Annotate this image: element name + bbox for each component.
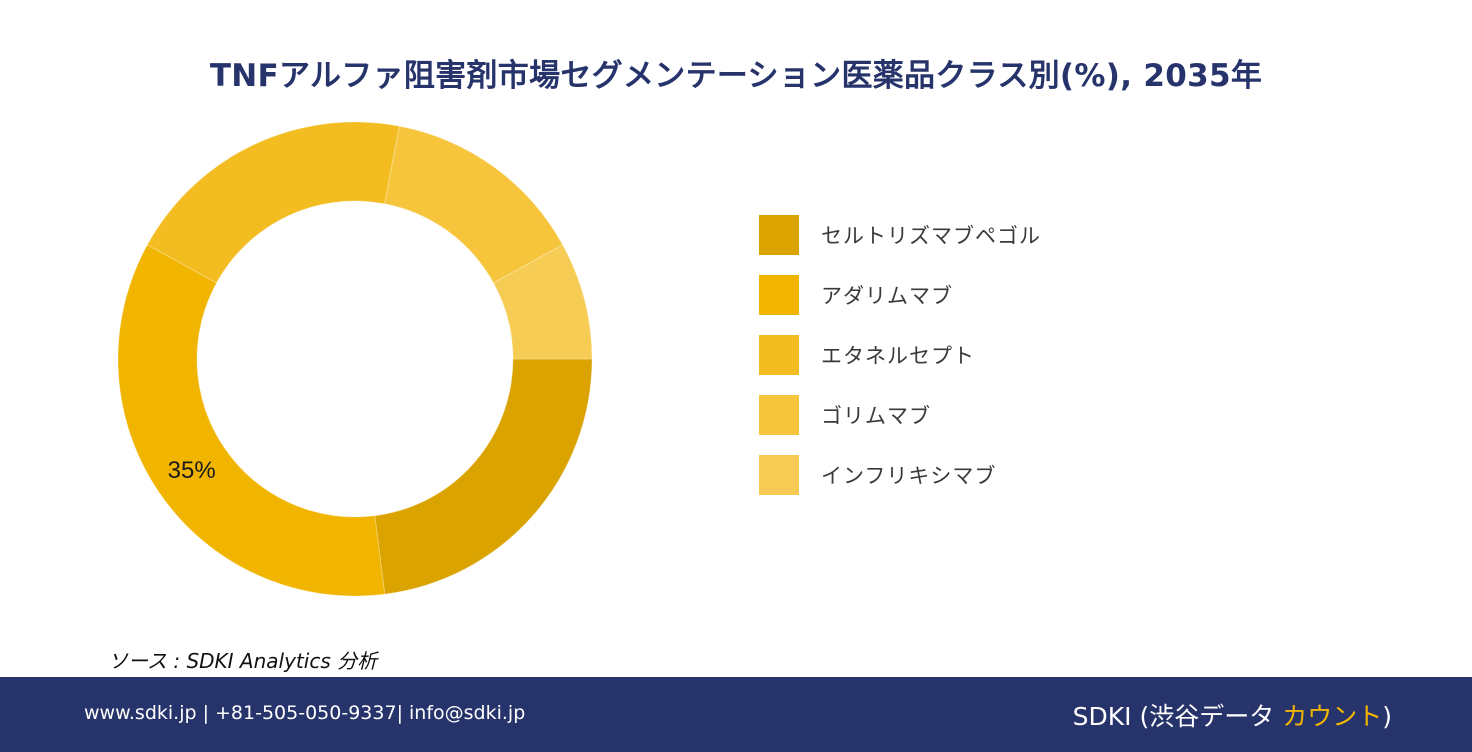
brand-accent: カウント bbox=[1282, 702, 1383, 731]
slice-infliximab bbox=[492, 244, 593, 360]
legend-item-certolizumab: セルトリズマブペゴル bbox=[759, 215, 1041, 255]
slice-golimumab bbox=[384, 125, 564, 284]
footer-bar: www.sdki.jp | +81-505-050-9337| info@sdk… bbox=[0, 677, 1472, 752]
legend-label: セルトリズマブペゴル bbox=[821, 224, 1041, 248]
slice-adalimumab bbox=[117, 244, 386, 597]
legend-item-adalimumab: アダリムマブ bbox=[759, 275, 1041, 315]
legend-swatch bbox=[759, 335, 799, 375]
legend-label: エタネルセプト bbox=[821, 344, 975, 368]
legend-label: アダリムマブ bbox=[821, 284, 953, 308]
source-note: ソース : SDKI Analytics 分析 bbox=[108, 649, 378, 673]
donut-chart: 35% bbox=[117, 121, 593, 597]
legend-swatch bbox=[759, 275, 799, 315]
data-label-adalimumab: 35% bbox=[168, 457, 216, 484]
footer-brand: SDKI (渋谷データ カウント) bbox=[1073, 697, 1392, 733]
slice-etanercept bbox=[146, 121, 400, 284]
legend-label: ゴリムマブ bbox=[821, 404, 931, 428]
chart-legend: セルトリズマブペゴル アダリムマブ エタネルセプト ゴリムマブ インフリキシマブ bbox=[759, 215, 1041, 515]
brand-suffix: ) bbox=[1382, 702, 1392, 731]
donut-slices bbox=[117, 121, 593, 597]
legend-swatch bbox=[759, 395, 799, 435]
donut-data-labels: 35% bbox=[168, 457, 216, 484]
brand-prefix: SDKI (渋谷データ bbox=[1072, 702, 1283, 731]
legend-swatch bbox=[759, 455, 799, 495]
slice-certolizumab bbox=[374, 358, 593, 595]
chart-title: TNFアルファ阻害剤市場セグメンテーション医薬品クラス別(%), 2035年 bbox=[209, 58, 1263, 94]
legend-swatch bbox=[759, 215, 799, 255]
footer-contact: www.sdki.jp | +81-505-050-9337| info@sdk… bbox=[84, 702, 526, 724]
legend-item-golimumab: ゴリムマブ bbox=[759, 395, 1041, 435]
legend-item-infliximab: インフリキシマブ bbox=[759, 455, 1041, 495]
legend-item-etanercept: エタネルセプト bbox=[759, 335, 1041, 375]
legend-label: インフリキシマブ bbox=[821, 464, 997, 488]
